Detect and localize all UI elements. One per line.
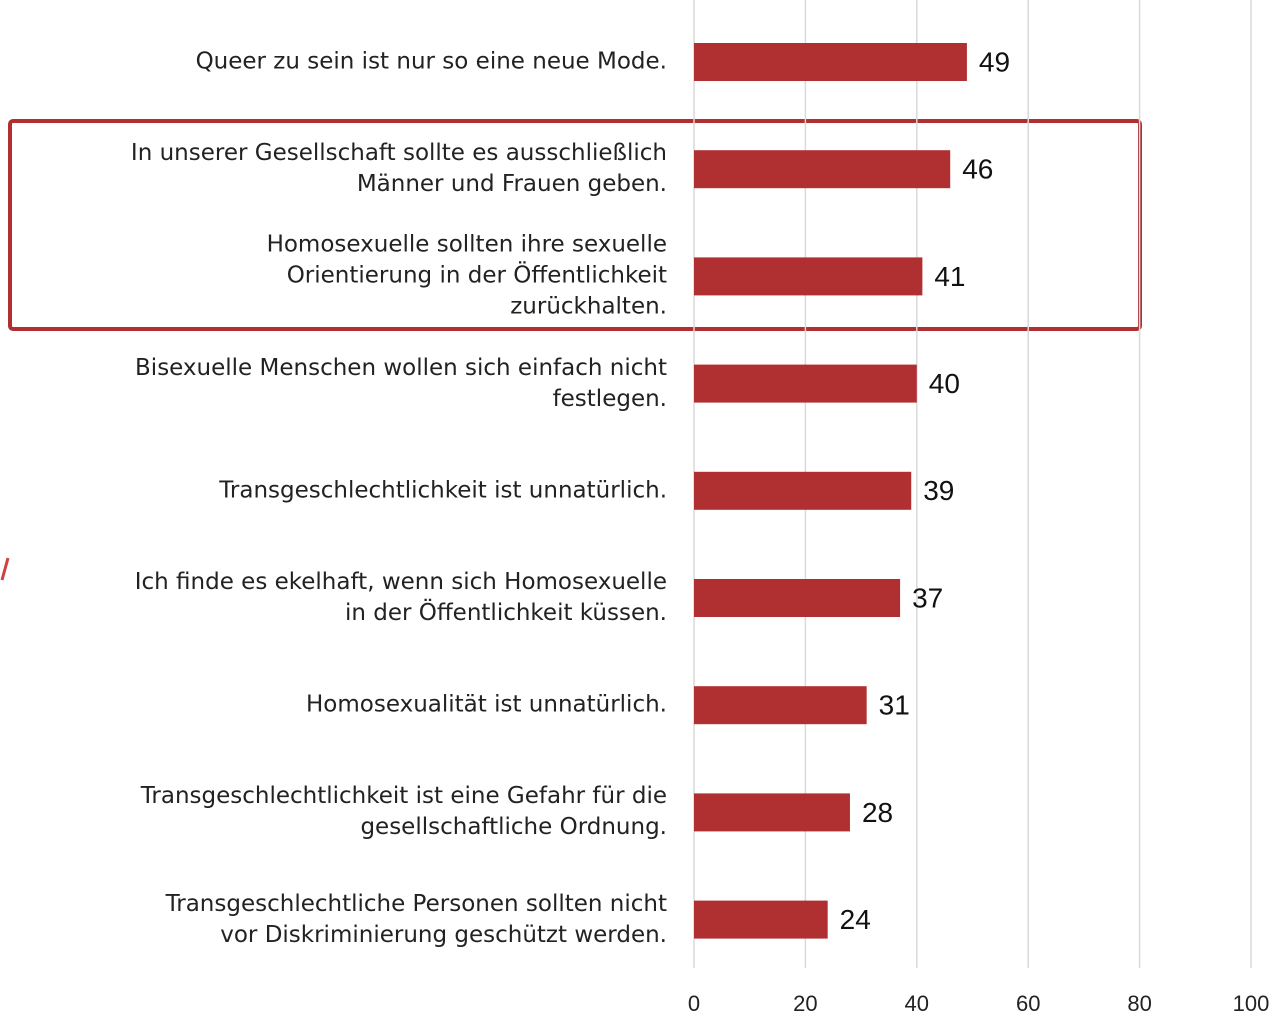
bar (694, 150, 951, 189)
value-label: 46 (962, 154, 993, 185)
category-label: Homosexuelle sollten ihre sexuelle Orien… (266, 231, 667, 320)
category-label: Ich finde es ekelhaft, wenn sich Homosex… (134, 569, 667, 626)
x-tick-label: 80 (1127, 991, 1151, 1016)
bar (694, 579, 901, 617)
value-label: 39 (923, 475, 954, 506)
x-tick-label: 40 (905, 991, 929, 1016)
x-tick-label: 100 (1233, 991, 1270, 1016)
value-label: 40 (929, 368, 960, 399)
decoration (0, 557, 10, 581)
category-label: In unserer Gesellschaft sollte es aussch… (130, 140, 667, 198)
category-label: Transgeschlechtliche Personen sollten ni… (165, 890, 667, 948)
category-label: Bisexuelle Menschen wollen sich einfach … (135, 354, 667, 412)
bar (694, 257, 923, 296)
bar (694, 900, 828, 939)
bar (694, 793, 850, 832)
category-label: Homosexualität ist unnatürlich. (306, 691, 667, 718)
category-label: Transgeschlechtlichkeit ist unnatürlich. (219, 477, 667, 504)
category-label: Queer zu sein ist nur so eine neue Mode. (195, 48, 667, 75)
value-label: 49 (979, 46, 1010, 77)
x-tick-label: 60 (1016, 991, 1040, 1016)
value-label: 41 (934, 261, 965, 292)
value-label: 31 (879, 690, 910, 721)
x-tick-label: 0 (688, 991, 700, 1016)
x-tick-label: 20 (793, 991, 817, 1016)
bar (694, 686, 867, 725)
value-label: 28 (862, 797, 893, 828)
bar (694, 471, 912, 510)
bar (694, 364, 917, 403)
value-label: 24 (840, 904, 871, 935)
bar (694, 43, 967, 81)
category-label: Transgeschlechtlichkeit ist eine Gefahr … (140, 783, 667, 841)
value-label: 37 (912, 582, 943, 613)
